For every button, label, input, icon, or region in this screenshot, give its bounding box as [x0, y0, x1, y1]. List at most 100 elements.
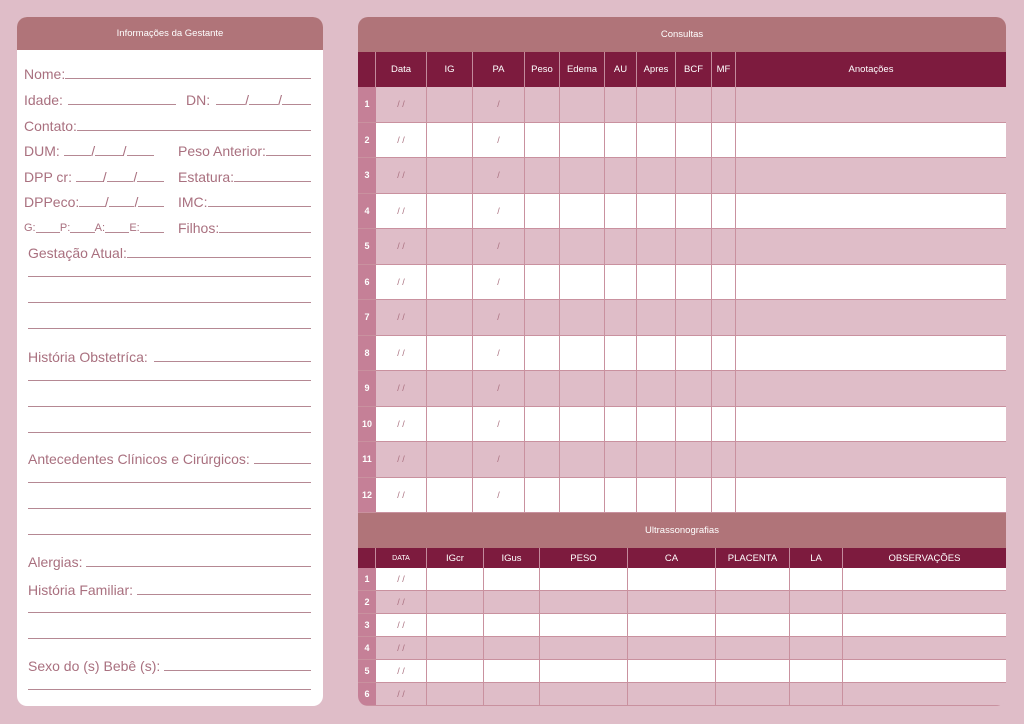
- consultas-cell[interactable]: [605, 371, 637, 406]
- consultas-cell[interactable]: [525, 371, 560, 406]
- consultas-cell[interactable]: [736, 407, 1006, 442]
- field-contato[interactable]: Contato:: [24, 115, 311, 133]
- field-dppcr-estatura[interactable]: DPP cr: / / Estatura:: [24, 166, 311, 184]
- consultas-cell[interactable]: /: [473, 193, 525, 228]
- consultas-cell[interactable]: [560, 229, 605, 264]
- consultas-cell[interactable]: [676, 229, 712, 264]
- consultas-cell[interactable]: /: [473, 406, 525, 441]
- consultas-cell[interactable]: [605, 229, 637, 264]
- ultrassonografias-cell[interactable]: [790, 614, 843, 636]
- ultrassonografias-cell[interactable]: [716, 568, 790, 590]
- consultas-cell[interactable]: / /: [376, 442, 427, 477]
- consultas-cell[interactable]: /: [473, 300, 525, 335]
- consultas-cell[interactable]: [605, 122, 637, 157]
- ultrassonografias-cell[interactable]: [716, 660, 790, 682]
- consultas-cell[interactable]: [712, 87, 736, 122]
- consultas-cell[interactable]: [712, 335, 736, 370]
- consultas-cell[interactable]: [525, 87, 560, 122]
- ultrassonografias-cell[interactable]: [790, 568, 843, 590]
- consultas-cell[interactable]: [736, 442, 1006, 477]
- consultas-cell[interactable]: [637, 158, 676, 193]
- consultas-cell[interactable]: [560, 264, 605, 299]
- ultrassonografias-cell[interactable]: / /: [376, 637, 427, 659]
- consultas-cell[interactable]: [525, 442, 560, 477]
- consultas-cell[interactable]: [637, 193, 676, 228]
- field-sexo-bebe[interactable]: Sexo do (s) Bebê (s):: [28, 655, 311, 673]
- consultas-cell[interactable]: [560, 442, 605, 477]
- consultas-cell[interactable]: /: [473, 477, 525, 512]
- ultrassonografias-cell[interactable]: / /: [376, 614, 427, 636]
- consultas-cell[interactable]: / /: [376, 300, 427, 335]
- consultas-cell[interactable]: [712, 122, 736, 157]
- field-dum-peso[interactable]: DUM: / / Peso Anterior:: [24, 140, 311, 158]
- ultrassonografias-cell[interactable]: [790, 660, 843, 682]
- consultas-cell[interactable]: [427, 371, 473, 406]
- consultas-cell[interactable]: [712, 406, 736, 441]
- consultas-cell[interactable]: [736, 87, 1006, 122]
- consultas-cell[interactable]: [712, 300, 736, 335]
- ultrassonografias-cell[interactable]: [484, 683, 540, 705]
- consultas-cell[interactable]: [427, 300, 473, 335]
- ultrassonografias-cell[interactable]: [843, 660, 1006, 682]
- consultas-cell[interactable]: [427, 406, 473, 441]
- ultrassonografias-cell[interactable]: [427, 568, 484, 590]
- ultrassonografias-cell[interactable]: [540, 568, 628, 590]
- ultrassonografias-cell[interactable]: [540, 660, 628, 682]
- consultas-cell[interactable]: [560, 406, 605, 441]
- ultrassonografias-cell[interactable]: [484, 568, 540, 590]
- ultrassonografias-cell[interactable]: [716, 683, 790, 705]
- ultrassonografias-cell[interactable]: [628, 660, 716, 682]
- ultrassonografias-cell[interactable]: [790, 637, 843, 659]
- consultas-cell[interactable]: [676, 442, 712, 477]
- consultas-cell[interactable]: / /: [376, 229, 427, 264]
- consultas-cell[interactable]: / /: [376, 477, 427, 512]
- consultas-cell[interactable]: /: [473, 335, 525, 370]
- consultas-cell[interactable]: / /: [376, 406, 427, 441]
- consultas-cell[interactable]: [637, 229, 676, 264]
- field-historia-obstetrica[interactable]: História Obstetríca:: [28, 346, 311, 364]
- ultrassonografias-cell[interactable]: / /: [376, 568, 427, 590]
- consultas-cell[interactable]: /: [473, 158, 525, 193]
- consultas-cell[interactable]: [637, 264, 676, 299]
- consultas-cell[interactable]: / /: [376, 87, 427, 122]
- consultas-cell[interactable]: [676, 158, 712, 193]
- consultas-cell[interactable]: [712, 158, 736, 193]
- consultas-cell[interactable]: [712, 229, 736, 264]
- consultas-cell[interactable]: /: [473, 264, 525, 299]
- consultas-cell[interactable]: [736, 229, 1006, 264]
- ultrassonografias-cell[interactable]: [427, 683, 484, 705]
- ultrassonografias-cell[interactable]: [540, 683, 628, 705]
- field-gpae-filhos[interactable]: G: P: A: E: Filhos:: [24, 217, 311, 235]
- consultas-cell[interactable]: [525, 300, 560, 335]
- consultas-cell[interactable]: [637, 442, 676, 477]
- ultrassonografias-cell[interactable]: [427, 591, 484, 613]
- consultas-cell[interactable]: [427, 264, 473, 299]
- ultrassonografias-cell[interactable]: [628, 591, 716, 613]
- consultas-cell[interactable]: [605, 264, 637, 299]
- ultrassonografias-cell[interactable]: [790, 683, 843, 705]
- ultrassonografias-cell[interactable]: [843, 637, 1006, 659]
- field-antecedentes[interactable]: Antecedentes Clínicos e Cirúrgicos:: [28, 448, 311, 466]
- consultas-cell[interactable]: [605, 406, 637, 441]
- ultrassonografias-cell[interactable]: [843, 568, 1006, 590]
- consultas-cell[interactable]: [736, 194, 1006, 229]
- consultas-cell[interactable]: [605, 87, 637, 122]
- consultas-cell[interactable]: [605, 335, 637, 370]
- consultas-cell[interactable]: [712, 477, 736, 512]
- field-idade-dn[interactable]: Idade: DN: / /: [24, 89, 311, 107]
- ultrassonografias-cell[interactable]: / /: [376, 660, 427, 682]
- consultas-cell[interactable]: [712, 193, 736, 228]
- consultas-cell[interactable]: [525, 335, 560, 370]
- consultas-cell[interactable]: [605, 300, 637, 335]
- ultrassonografias-cell[interactable]: [484, 660, 540, 682]
- consultas-cell[interactable]: [676, 300, 712, 335]
- consultas-cell[interactable]: [676, 122, 712, 157]
- consultas-cell[interactable]: [560, 87, 605, 122]
- consultas-cell[interactable]: / /: [376, 122, 427, 157]
- consultas-cell[interactable]: [637, 371, 676, 406]
- consultas-cell[interactable]: /: [473, 229, 525, 264]
- ultrassonografias-cell[interactable]: [540, 591, 628, 613]
- consultas-cell[interactable]: [676, 335, 712, 370]
- consultas-cell[interactable]: [427, 158, 473, 193]
- consultas-cell[interactable]: [676, 406, 712, 441]
